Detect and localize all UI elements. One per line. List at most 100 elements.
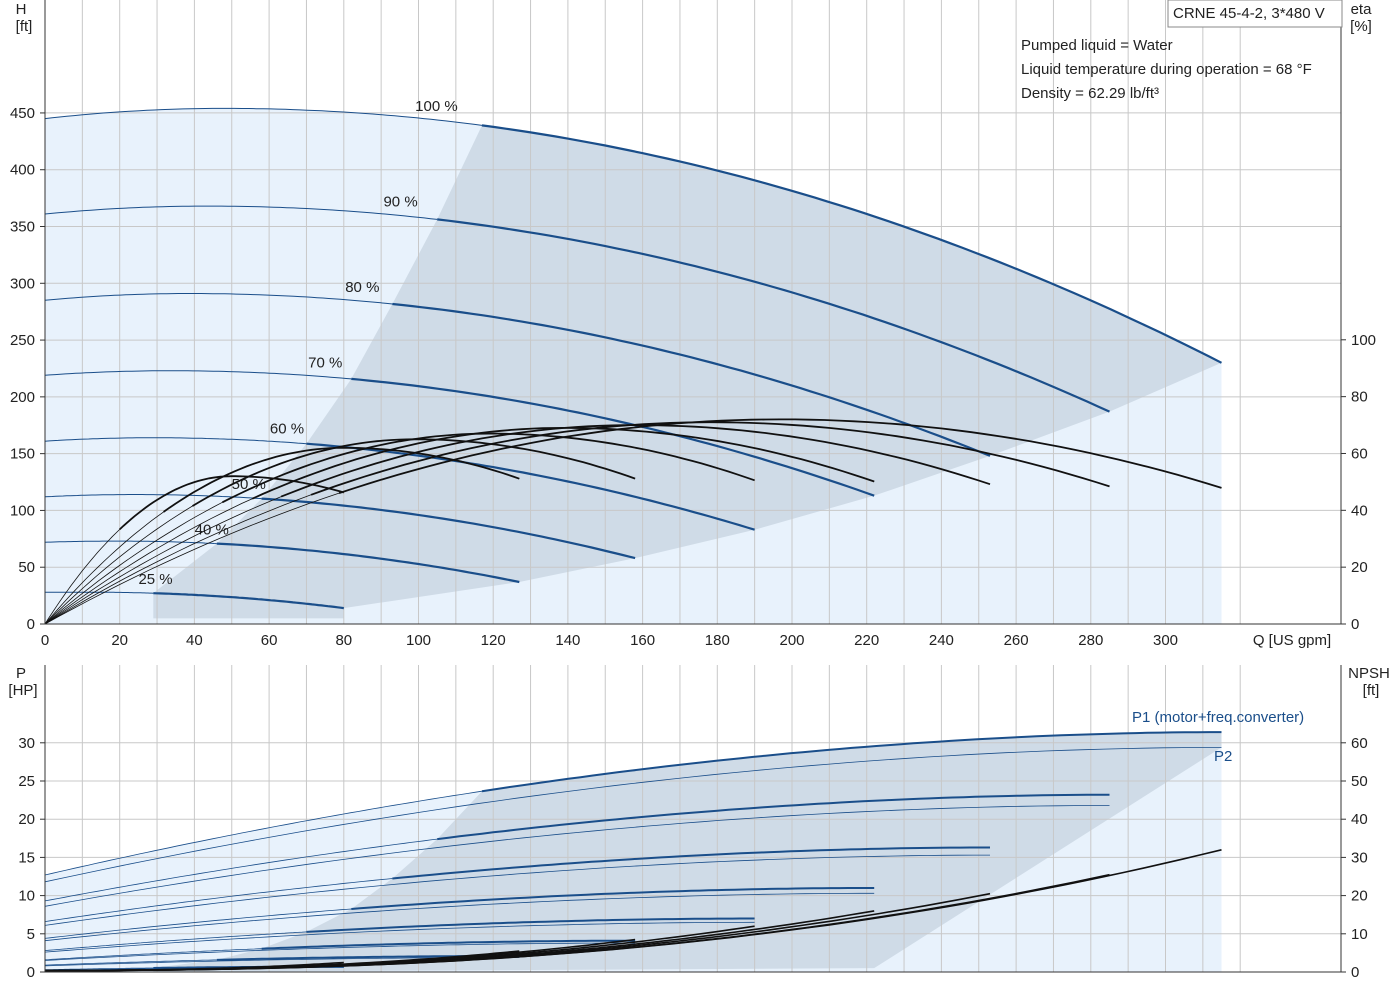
y-tick-label-npsh: 40 xyxy=(1351,811,1368,828)
head-curve-thin xyxy=(44,370,352,380)
p2-curve xyxy=(44,942,636,961)
head-curve xyxy=(216,542,520,584)
p2-series-label: P2 xyxy=(1214,748,1232,765)
y-tick-label-p: 0 xyxy=(27,964,35,981)
efficiency-curve xyxy=(338,418,1222,494)
head-curve-thin xyxy=(44,494,262,500)
p1-curve-thin xyxy=(44,931,307,951)
x-tick-label: 200 xyxy=(779,632,804,649)
p1-curve xyxy=(306,917,755,933)
p2-curve xyxy=(44,747,1222,883)
head-curve-label: 100 % xyxy=(415,98,458,115)
x-tick-label: 260 xyxy=(1004,632,1029,649)
y-tick-label-npsh: 30 xyxy=(1351,849,1368,866)
axis-label-h: H xyxy=(16,1,27,18)
x-tick-label: 220 xyxy=(854,632,879,649)
head-curve-thin xyxy=(44,540,217,545)
head-curve-thin xyxy=(44,205,438,220)
head-curve-label: 25 % xyxy=(138,571,172,588)
axis-label-p: P xyxy=(16,665,26,682)
head-curve-thin xyxy=(44,293,393,305)
y-tick-label-eta: 0 xyxy=(1351,616,1359,633)
npsh-curve xyxy=(45,961,344,972)
condition-temperature: Liquid temperature during operation = 68… xyxy=(1021,61,1312,78)
p1-curve xyxy=(392,846,990,880)
head-curve xyxy=(481,124,1223,364)
y-tick-label-h: 400 xyxy=(10,162,35,179)
y-tick-label-p: 5 xyxy=(27,926,35,943)
p1-curve xyxy=(481,731,1222,793)
efficiency-curve xyxy=(280,424,991,498)
y-tick-label-p: 25 xyxy=(18,773,35,790)
condition-liquid: Pumped liquid = Water xyxy=(1021,37,1173,54)
x-tick-label: 160 xyxy=(630,632,655,649)
p1-curve xyxy=(261,939,636,950)
head-curve xyxy=(437,218,1110,413)
y-tick-label-p: 15 xyxy=(18,849,35,866)
y-tick-label-eta: 40 xyxy=(1351,502,1368,519)
p1-curve xyxy=(437,793,1110,841)
head-curve-thin xyxy=(44,107,483,126)
head-curve xyxy=(351,377,875,497)
y-tick-label-eta: 80 xyxy=(1351,389,1368,406)
p1-curve-thin xyxy=(45,967,154,971)
model-box xyxy=(1167,0,1343,28)
y-tick-label-p: 30 xyxy=(18,735,35,752)
x-tick-label: 240 xyxy=(929,632,954,649)
p1-curve-thin xyxy=(44,908,352,939)
p2-curve xyxy=(44,921,755,953)
y-tick-label-h: 300 xyxy=(10,275,35,292)
x-tick-label: 20 xyxy=(111,632,128,649)
head-range-dark-band xyxy=(153,125,1222,619)
efficiency-curve xyxy=(310,421,1110,496)
y-tick-label-eta: 100 xyxy=(1351,332,1376,349)
p2-curve xyxy=(44,854,990,926)
head-curve-thin xyxy=(44,437,307,445)
x-tick-label: 40 xyxy=(186,632,203,649)
axis-label-h-unit: [ft] xyxy=(16,18,33,35)
p1-curve xyxy=(351,887,875,910)
x-tick-label: 100 xyxy=(406,632,431,649)
y-tick-label-h: 350 xyxy=(10,219,35,236)
p1-curve-thin xyxy=(44,790,483,876)
axis-label-npsh-unit: [ft] xyxy=(1363,682,1380,699)
p1-curve-thin xyxy=(44,838,438,902)
axis-label-p-unit: [HP] xyxy=(8,682,37,699)
head-curve xyxy=(261,497,636,560)
x-tick-label: 120 xyxy=(481,632,506,649)
p1-series-label: P1 (motor+freq.converter) xyxy=(1132,709,1304,726)
y-tick-label-npsh: 60 xyxy=(1351,735,1368,752)
p2-curve xyxy=(44,805,1110,907)
model-label: CRNE 45-4-2, 3*480 V xyxy=(1173,5,1325,22)
operating-range-bands xyxy=(45,108,1222,972)
head-curve xyxy=(306,442,755,531)
p1-curve-thin xyxy=(44,948,262,961)
y-tick-label-eta: 60 xyxy=(1351,445,1368,462)
axes: 0 20 40 60 80 100 120 140 160 180 200 220 240 260 280 3… xyxy=(10,0,1376,981)
y-tick-label-npsh: 20 xyxy=(1351,888,1368,905)
x-tick-label: 80 xyxy=(335,632,352,649)
head-curve-label: 80 % xyxy=(345,279,379,296)
head-curve-label: 90 % xyxy=(383,194,417,211)
x-tick-label: 140 xyxy=(555,632,580,649)
efficiency-curve xyxy=(251,426,875,500)
head-curve-label: 60 % xyxy=(270,420,304,437)
axis-label-q: Q [US gpm] xyxy=(1253,632,1331,649)
y-tick-label-npsh: 0 xyxy=(1351,964,1359,981)
y-tick-label-h: 450 xyxy=(10,105,35,122)
head-curve xyxy=(153,592,344,610)
x-tick-label: 280 xyxy=(1078,632,1103,649)
y-tick-label-h: 0 xyxy=(27,616,35,633)
y-tick-label-p: 10 xyxy=(18,888,35,905)
head-curve-label: 70 % xyxy=(308,355,342,372)
axis-label-eta-unit: [%] xyxy=(1350,18,1372,35)
power-range-dark-band xyxy=(153,732,1222,972)
x-tick-label: 0 xyxy=(41,632,49,649)
y-tick-label-eta: 20 xyxy=(1351,559,1368,576)
condition-density: Density = 62.29 lb/ft³ xyxy=(1021,85,1159,102)
x-tick-label: 60 xyxy=(261,632,278,649)
y-tick-label-p: 20 xyxy=(18,811,35,828)
efficiency-curve xyxy=(221,432,755,504)
x-tick-label: 300 xyxy=(1153,632,1178,649)
